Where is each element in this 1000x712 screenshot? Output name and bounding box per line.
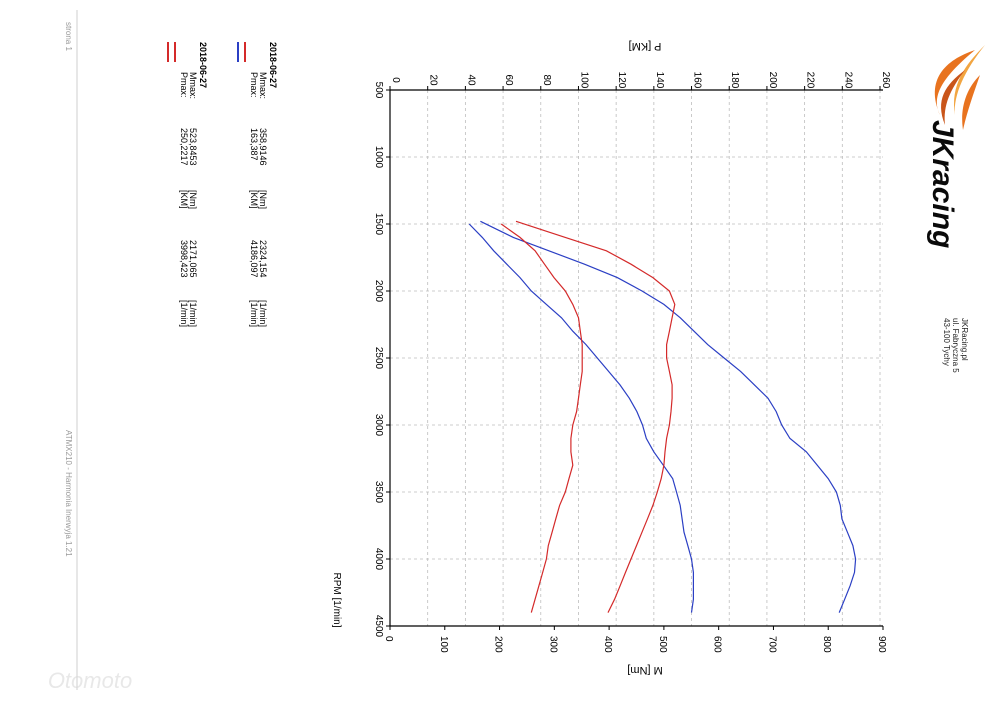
rpm-tick-label: 2500 — [373, 347, 384, 370]
legend-value: Pmax: — [179, 72, 189, 98]
legend-value: [KM] — [249, 190, 259, 209]
torque-tick-label: 800 — [821, 636, 832, 653]
legend-value: Mmax: — [258, 72, 268, 99]
footer-text: ATMX210 - Harmonia Inerwyja 1.21 — [64, 430, 73, 557]
brand-logo: JKracing — [926, 45, 985, 248]
legend-value: [1/min] — [188, 300, 198, 327]
legend-value: 3998,423 — [179, 240, 189, 278]
power-tick-label: 20 — [428, 74, 439, 86]
legend-value: [Nm] — [258, 190, 268, 209]
legend: Mmax: 358,9146 [Nm] 2324,154 [1/min] Pmax: 163… — [167, 42, 268, 327]
page-label: strona 1 — [64, 22, 73, 51]
torque-tick-label: 900 — [876, 636, 887, 653]
legend-value: [1/min] — [179, 300, 189, 327]
address-line-3: 43-100 Tychy — [942, 318, 951, 366]
flame-icon — [934, 45, 985, 130]
rpm-tick-label: 3500 — [373, 481, 384, 504]
series-line-torque-1 — [480, 220, 857, 613]
torque-tick-label: 0 — [383, 636, 394, 642]
power-tick-label: 100 — [578, 72, 589, 89]
rpm-tick-label: 4000 — [373, 548, 384, 571]
address-line-2: ul. Fabryczna 5 — [951, 318, 960, 373]
power-tick-label: 220 — [805, 72, 816, 89]
legend-value: 163,387 — [249, 128, 259, 161]
torque-tick-label: 500 — [657, 636, 668, 653]
legend-value: [1/min] — [249, 300, 259, 327]
torque-tick-label: 200 — [493, 636, 504, 653]
legend-value: [Nm] — [188, 190, 198, 209]
torque-tick-label: 300 — [547, 636, 558, 653]
legend-value: [KM] — [179, 190, 189, 209]
rpm-axis-title: RPM [1/min] — [331, 572, 342, 627]
legend-value: [1/min] — [258, 300, 268, 327]
power-tick-label: 260 — [880, 72, 891, 89]
dyno-chart: 0 20 40 60 80 100 120 140 160 180 200 220 240 260 0 100… — [198, 40, 891, 676]
legend-value: 523,8453 — [188, 128, 198, 166]
legend-value: 250,2217 — [179, 128, 189, 166]
rpm-tick-label: 1500 — [373, 213, 384, 236]
power-tick-label: 60 — [503, 74, 514, 86]
series-line-power-2 — [500, 223, 583, 613]
address-line-1: JKRacing.pl — [960, 318, 969, 361]
rpm-tick-label: 500 — [373, 82, 384, 99]
power-tick-label: 0 — [390, 77, 401, 83]
legend-value: 4186,097 — [249, 240, 259, 278]
rpm-tick-label: 3000 — [373, 414, 384, 437]
legend-value: 2324,154 — [258, 240, 268, 278]
power-tick-label: 120 — [616, 72, 627, 89]
power-axis-title: P [KM] — [629, 40, 662, 52]
power-tick-label: 180 — [729, 72, 740, 89]
power-tick-label: 40 — [465, 74, 476, 86]
series-line-power-0 — [468, 223, 694, 613]
legend-value: Pmax: — [249, 72, 259, 98]
legend-date: 2018-06-27 — [268, 42, 278, 88]
legend-value: 2171,065 — [188, 240, 198, 278]
power-tick-label: 80 — [541, 74, 552, 86]
legend-value: Mmax: — [188, 72, 198, 99]
legend-value: 358,9146 — [258, 128, 268, 166]
brand-name: JKracing — [926, 120, 959, 248]
power-tick-label: 240 — [842, 72, 853, 89]
power-tick-label: 200 — [767, 72, 778, 89]
torque-tick-label: 600 — [712, 636, 723, 653]
rpm-tick-label: 4500 — [373, 615, 384, 638]
torque-axis-title: M [Nm] — [627, 664, 662, 676]
series-line-torque-3 — [515, 220, 676, 613]
legend-date: 2018-06-27 — [198, 42, 208, 88]
rpm-tick-label: 2000 — [373, 280, 384, 303]
brand-address: JKRacing.pl ul. Fabryczna 5 43-100 Tychy — [942, 318, 969, 373]
watermark: Otomoto — [48, 668, 132, 693]
torque-tick-label: 700 — [766, 636, 777, 653]
torque-tick-label: 400 — [602, 636, 613, 653]
torque-tick-label: 100 — [438, 636, 449, 653]
rpm-tick-label: 1000 — [373, 146, 384, 169]
power-tick-label: 160 — [692, 72, 703, 89]
power-tick-label: 140 — [654, 72, 665, 89]
